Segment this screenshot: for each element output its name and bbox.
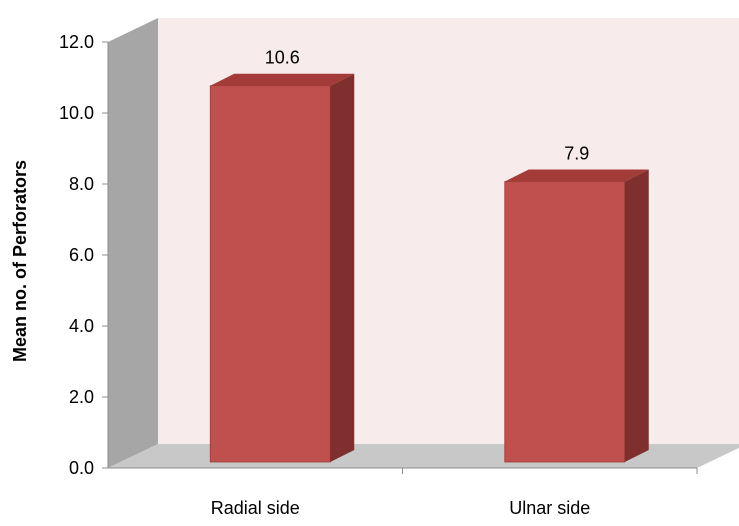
y-tick-label: 4.0 [69, 316, 94, 336]
bar-side-2 [624, 169, 649, 463]
y-tick-label: 12.0 [59, 32, 94, 52]
y-tick-label: 6.0 [69, 245, 94, 265]
bar-side-1 [330, 73, 355, 462]
bar-front-1 [209, 85, 331, 463]
chart-axes [102, 41, 698, 474]
chart-labels: 0.0 2.0 4.0 6.0 8.0 10.0 12.0 10.6 Radial side 7.… [59, 32, 590, 518]
y-tick-label: 10.0 [59, 103, 94, 123]
x-category-label-1: Radial side [211, 498, 300, 518]
bar-top-1 [210, 73, 355, 86]
data-label-1: 10.6 [265, 48, 300, 68]
y-tick-label: 8.0 [69, 174, 94, 194]
bar-front-2 [504, 181, 626, 463]
side-wall [108, 18, 158, 468]
chart-bars [209, 73, 649, 463]
y-tick-label: 0.0 [69, 458, 94, 478]
y-axis-title: Mean no. of Perforators [10, 160, 30, 362]
x-category-label-2: Ulnar side [509, 498, 590, 518]
bar-top-2 [504, 169, 649, 182]
y-tick-label: 2.0 [69, 387, 94, 407]
data-label-2: 7.9 [564, 144, 589, 164]
